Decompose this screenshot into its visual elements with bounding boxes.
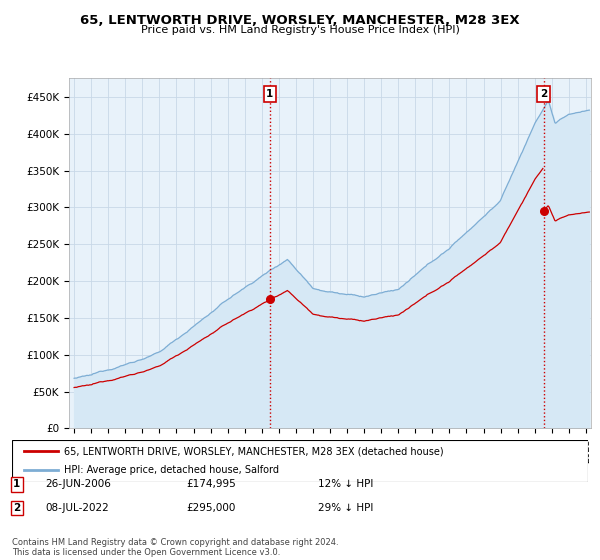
Text: 29% ↓ HPI: 29% ↓ HPI xyxy=(318,503,373,513)
Text: 65, LENTWORTH DRIVE, WORSLEY, MANCHESTER, M28 3EX (detached house): 65, LENTWORTH DRIVE, WORSLEY, MANCHESTER… xyxy=(64,446,443,456)
Text: 2: 2 xyxy=(540,89,547,99)
Text: Price paid vs. HM Land Registry's House Price Index (HPI): Price paid vs. HM Land Registry's House … xyxy=(140,25,460,35)
Text: HPI: Average price, detached house, Salford: HPI: Average price, detached house, Salf… xyxy=(64,465,279,475)
Text: 65, LENTWORTH DRIVE, WORSLEY, MANCHESTER, M28 3EX: 65, LENTWORTH DRIVE, WORSLEY, MANCHESTER… xyxy=(80,14,520,27)
Text: 1: 1 xyxy=(266,89,274,99)
Text: 2: 2 xyxy=(13,503,20,513)
Text: £174,995: £174,995 xyxy=(186,479,236,489)
Text: 08-JUL-2022: 08-JUL-2022 xyxy=(45,503,109,513)
Text: 1: 1 xyxy=(13,479,20,489)
Text: Contains HM Land Registry data © Crown copyright and database right 2024.
This d: Contains HM Land Registry data © Crown c… xyxy=(12,538,338,557)
FancyBboxPatch shape xyxy=(12,440,588,482)
Text: 26-JUN-2006: 26-JUN-2006 xyxy=(45,479,111,489)
Text: 12% ↓ HPI: 12% ↓ HPI xyxy=(318,479,373,489)
Text: £295,000: £295,000 xyxy=(186,503,235,513)
